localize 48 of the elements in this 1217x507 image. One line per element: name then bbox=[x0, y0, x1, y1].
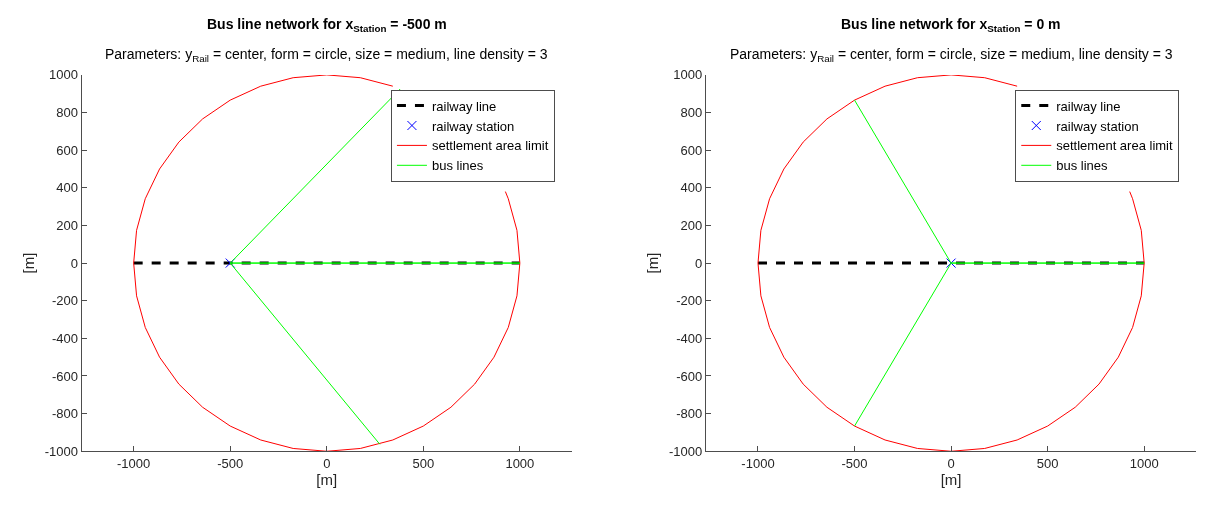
y-tick-label: 0 bbox=[70, 255, 78, 271]
y-tick-label: -1000 bbox=[669, 443, 703, 459]
y-tick-label: -800 bbox=[51, 406, 78, 422]
y-tick-label: 600 bbox=[680, 142, 703, 158]
x-tick-label: -1000 bbox=[741, 455, 775, 471]
y-tick-label: -600 bbox=[676, 368, 703, 384]
x-tick-label: -1000 bbox=[117, 455, 151, 471]
x-axis-title: [m] bbox=[940, 470, 962, 488]
y-tick-label: -400 bbox=[676, 330, 703, 346]
x-tick-label: 500 bbox=[1036, 455, 1059, 471]
y-tick-label: -600 bbox=[51, 368, 78, 384]
y-tick-label: 600 bbox=[56, 142, 78, 158]
legend-label: railway line bbox=[1056, 98, 1121, 114]
x-tick-label: 0 bbox=[323, 455, 331, 471]
chart-subtitle: Parameters: y$_{Rail}$ = center, form = circle, size = medium, line density = 3 bbox=[105, 46, 548, 64]
y-tick-label: 800 bbox=[56, 105, 78, 121]
legend-label: railway line bbox=[431, 98, 497, 114]
x-tick-label: 500 bbox=[412, 455, 435, 471]
y-tick-label: 1000 bbox=[49, 67, 78, 83]
x-tick-label: 1000 bbox=[1129, 455, 1159, 471]
y-axis-title: [m] bbox=[644, 252, 662, 274]
y-tick-label: 800 bbox=[680, 105, 703, 121]
y-tick-label: 1000 bbox=[673, 67, 703, 83]
x-tick-label: -500 bbox=[841, 455, 868, 471]
y-tick-label: 0 bbox=[695, 255, 703, 271]
chart-subtitle: Parameters: y$_{Rail}$ = center, form = circle, size = medium, line density = 3 bbox=[730, 46, 1173, 64]
y-tick-label: -1000 bbox=[44, 443, 78, 459]
y-tick-label: 200 bbox=[680, 218, 703, 233]
legend-label: railway station bbox=[431, 118, 515, 134]
x-tick-label: -500 bbox=[217, 455, 244, 471]
chart-title: Bus line network for x$_{Station}$ = -500 m bbox=[207, 16, 447, 34]
chart-title: Bus line network for x$_{Station}$ = 0 m bbox=[841, 16, 1061, 34]
legend-label: settlement area limit bbox=[431, 138, 549, 154]
legend-label: settlement area limit bbox=[1056, 138, 1173, 154]
y-tick-label: -800 bbox=[676, 406, 703, 422]
x-axis-title: [m] bbox=[316, 470, 338, 488]
y-tick-label: 400 bbox=[56, 180, 78, 196]
y-tick-label: 400 bbox=[680, 180, 703, 196]
y-tick-label: -400 bbox=[51, 330, 78, 346]
y-tick-label: 200 bbox=[56, 218, 78, 233]
legend-label: railway station bbox=[1056, 118, 1139, 134]
y-tick-label: -200 bbox=[51, 293, 78, 309]
legend-label: bus lines bbox=[431, 158, 484, 174]
y-axis-title: [m] bbox=[19, 252, 37, 274]
y-tick-label: -200 bbox=[676, 293, 703, 309]
x-tick-label: 0 bbox=[947, 455, 955, 471]
legend-label: bus lines bbox=[1056, 158, 1109, 174]
x-tick-label: 1000 bbox=[505, 455, 535, 471]
